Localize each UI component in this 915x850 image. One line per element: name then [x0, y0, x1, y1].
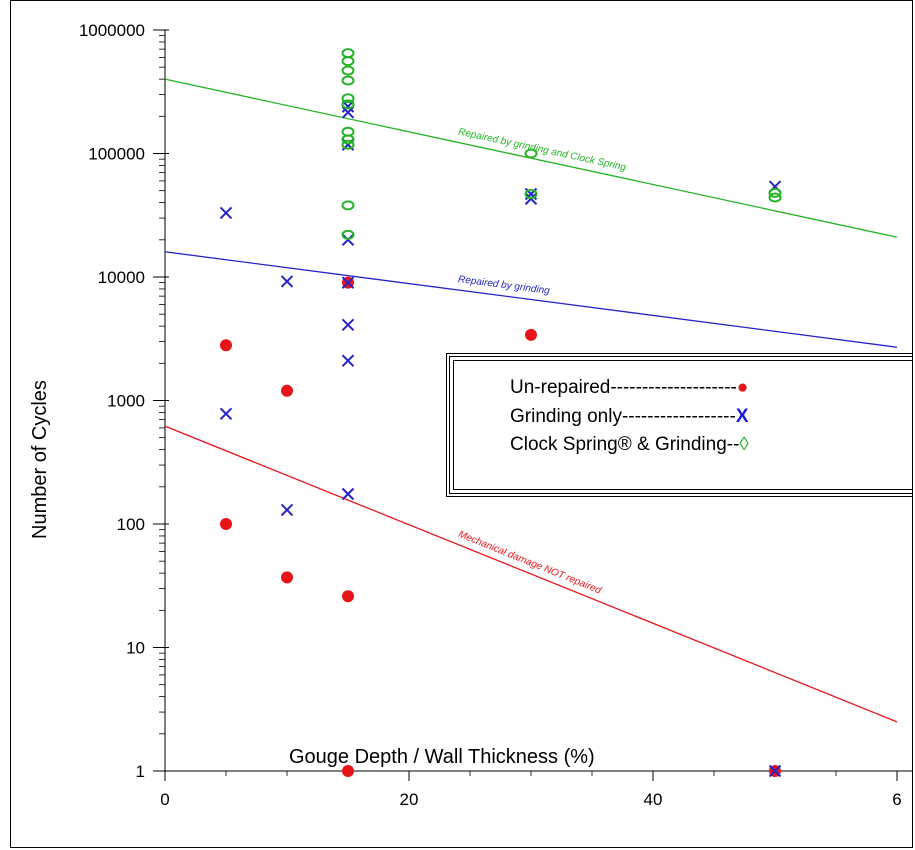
chart-frame: 1 10 100 1000 10000 100000 1000000 0 20 40 6 Repai…: [10, 0, 913, 848]
legend-entry-unrepaired: Un-repaired--------------------●: [510, 377, 748, 399]
x-tick-label: 40: [644, 790, 663, 809]
point-clock-spring: [768, 192, 782, 203]
fit-label-grinding: Repaired by grinding: [457, 274, 550, 297]
point-unrepaired: [342, 590, 354, 603]
y-axis-title: Number of Cycles: [29, 380, 51, 539]
point-unrepaired: [220, 518, 232, 530]
point-grinding-only: [341, 100, 355, 113]
point-clock-spring: [341, 93, 355, 104]
point-grinding-only: [341, 354, 355, 367]
legend-label-clockspring: Clock Spring® & Grinding--: [510, 434, 740, 455]
point-clock-spring: [524, 188, 538, 199]
point-clock-spring: [341, 65, 355, 76]
data-points: [219, 48, 782, 778]
point-grinding-only: [341, 233, 355, 247]
point-grinding-only: [341, 318, 355, 332]
legend: Un-repaired--------------------● Grindin…: [446, 353, 912, 497]
point-clock-spring: [768, 187, 782, 198]
legend-entry-grinding: Grinding only------------------X: [510, 406, 749, 428]
legend-marker-unrepaired: ●: [736, 377, 749, 398]
fit-label-unrepaired: Mechanical damage NOT repaired: [457, 529, 603, 597]
x-tick-label: 0: [160, 790, 169, 809]
point-grinding-only: [280, 503, 294, 517]
point-unrepaired: [281, 384, 293, 397]
x-axis-title: Gouge Depth / Wall Thickness (%): [289, 746, 595, 768]
legend-entry-clockspring: Clock Spring® & Grinding--◊: [510, 434, 749, 456]
point-unrepaired: [281, 571, 293, 584]
legend-marker-clockspring: ◊: [739, 434, 749, 455]
y-tick-label: 1000: [107, 392, 145, 411]
y-tick-label: 10: [126, 639, 145, 658]
x-tick-label: 6: [892, 790, 901, 809]
fit-line: [164, 251, 898, 348]
y-tick-label: 100: [117, 515, 145, 534]
point-grinding-only: [219, 206, 233, 220]
point-unrepaired: [525, 328, 537, 341]
point-clock-spring: [341, 134, 355, 145]
point-clock-spring: [341, 99, 355, 110]
point-grinding-only: [341, 276, 355, 289]
point-grinding-only: [280, 275, 294, 288]
x-tick-label: 20: [400, 790, 419, 809]
point-clock-spring: [341, 229, 355, 240]
point-clock-spring: [341, 139, 355, 150]
axes: 1 10 100 1000 10000 100000 1000000 0 20 40 6: [79, 21, 912, 809]
y-tick-label: 10000: [98, 268, 145, 287]
y-tick-label: 100000: [88, 145, 145, 164]
point-clock-spring: [341, 200, 355, 211]
point-grinding-only: [768, 764, 782, 778]
point-clock-spring: [341, 48, 355, 59]
fit-label-clockspring: Repaired by grinding and Clock Spring: [457, 127, 627, 174]
point-unrepaired: [220, 339, 232, 352]
y-tick-label: 1000000: [79, 21, 145, 40]
point-grinding-only: [341, 106, 355, 119]
fit-line: [164, 425, 898, 723]
scatter-plot: 1 10 100 1000 10000 100000 1000000 0 20 40 6 Repai…: [29, 21, 912, 809]
legend-label-unrepaired: Un-repaired--------------------: [510, 377, 737, 398]
point-grinding-only: [219, 407, 233, 421]
point-grinding-only: [341, 487, 355, 501]
point-clock-spring: [524, 148, 538, 159]
y-tick-label: 1: [136, 762, 145, 781]
point-clock-spring: [341, 75, 355, 86]
legend-label-grinding: Grinding only------------------: [510, 406, 736, 427]
point-clock-spring: [341, 56, 355, 67]
legend-inner-border: [453, 360, 912, 490]
point-unrepaired: [342, 765, 354, 777]
legend-marker-grinding: X: [735, 406, 749, 427]
